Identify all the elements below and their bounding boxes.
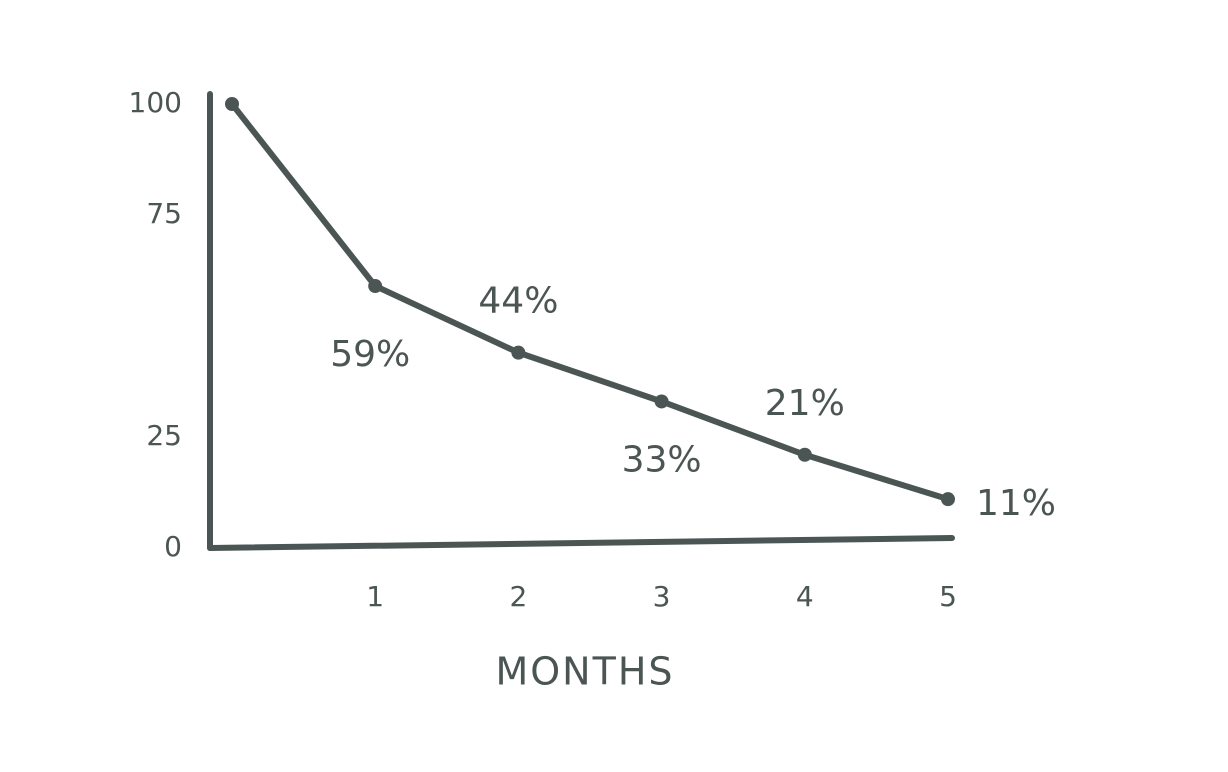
value-label: 21% (765, 383, 845, 424)
value-label: 59% (330, 334, 410, 375)
x-axis-title: MONTHS (495, 650, 674, 694)
data-point (654, 394, 669, 409)
x-tick-label: 3 (653, 580, 671, 613)
data-point (941, 492, 955, 507)
x-tick-label: 1 (366, 580, 384, 613)
x-tick-label: 5 (939, 580, 957, 613)
x-axis (207, 535, 955, 551)
x-tick-label: 4 (796, 580, 814, 613)
data-point (797, 447, 812, 462)
y-tick-label: 0 (164, 530, 182, 563)
data-line (229, 101, 951, 503)
x-tick-label: 2 (509, 580, 527, 613)
value-label: 11% (976, 483, 1056, 524)
value-label: 33% (622, 439, 702, 480)
data-point (511, 345, 526, 360)
data-point (368, 279, 383, 294)
y-tick-label: 75 (146, 197, 182, 230)
value-label: 44% (478, 281, 558, 322)
y-tick-label: 100 (129, 86, 182, 119)
data-point (225, 97, 239, 111)
y-tick-label: 25 (146, 419, 182, 452)
